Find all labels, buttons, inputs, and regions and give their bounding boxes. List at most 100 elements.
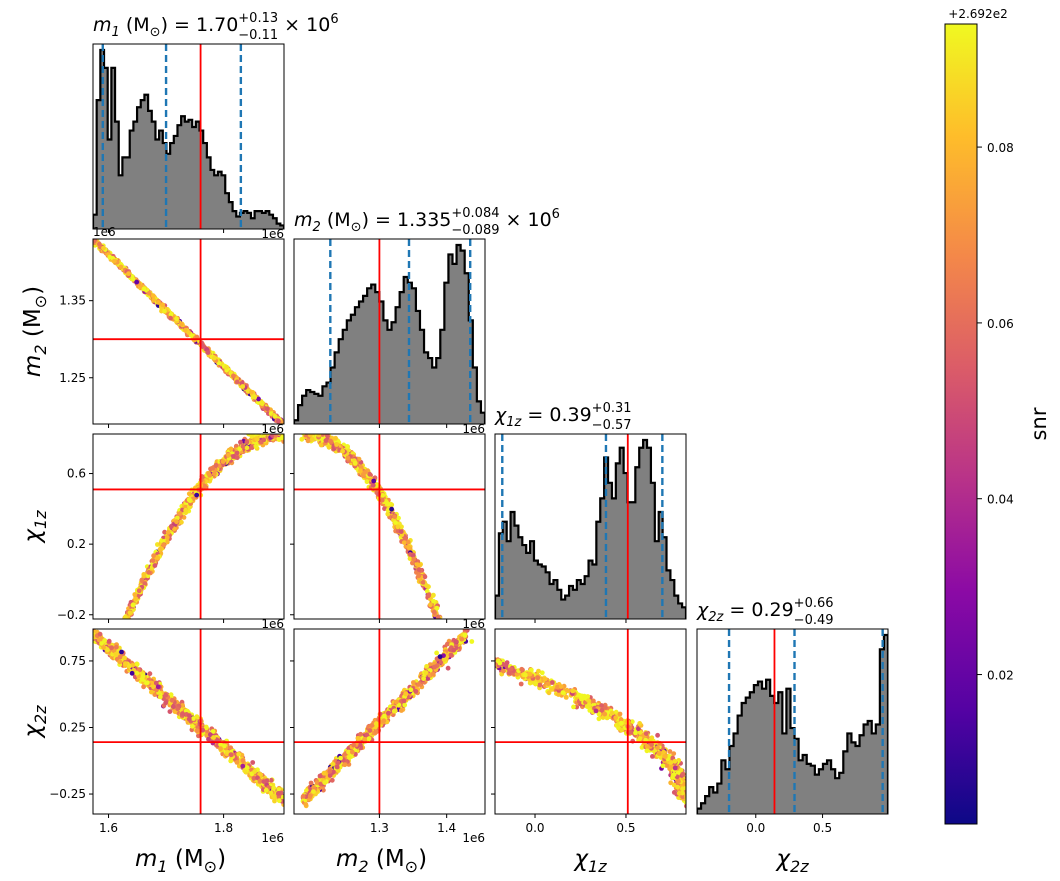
scatter-point (424, 588, 430, 594)
histogram-fill-m1 (93, 50, 284, 229)
scatter-point (123, 661, 128, 667)
histogram-fill-chi1z (495, 440, 686, 619)
scatter-point (99, 682, 104, 687)
scatter-point (462, 692, 467, 697)
scatter-point (418, 635, 423, 640)
scatter-point (101, 678, 106, 683)
scatter-point (104, 664, 109, 669)
ytick-label: 0.75 (59, 654, 86, 668)
scatter-point (103, 674, 108, 679)
scatter-point (103, 666, 108, 671)
scatter-point (311, 427, 316, 432)
scatter-point (149, 689, 154, 695)
scatter-point (104, 670, 109, 675)
scatter-point (251, 776, 257, 781)
scatter-point (124, 621, 129, 626)
scatter-point (451, 647, 457, 653)
scatter-point (431, 641, 436, 646)
scatter-point (323, 438, 329, 443)
scatter-point (252, 769, 258, 774)
scatter-point (328, 438, 333, 444)
scatter-point (228, 752, 234, 758)
scatter-point (686, 788, 691, 793)
scatter-point (364, 732, 370, 738)
scatter-point (460, 658, 465, 663)
scatter-point (156, 300, 161, 305)
scatter-point (445, 633, 450, 638)
ytick-label: 0.6 (67, 467, 86, 481)
scatter-point (346, 749, 351, 755)
scatter-point (97, 688, 102, 693)
scatter-point (469, 656, 474, 661)
scatter-point (261, 779, 267, 784)
scatter-point (168, 524, 174, 529)
scatter-point (333, 435, 338, 441)
scatter-point (439, 629, 444, 634)
scatter-point (194, 334, 200, 340)
scatter-point (102, 638, 107, 644)
scatter-point (451, 662, 456, 667)
scatter-point (438, 619, 443, 624)
scatter-point (414, 635, 419, 640)
scatter-point (457, 686, 462, 691)
scatter-point (317, 434, 320, 435)
scatter-point (469, 639, 475, 644)
scatter-point (358, 468, 363, 474)
scatter-point (480, 652, 485, 657)
scatter-point (99, 641, 104, 646)
scatter-point (460, 690, 465, 695)
x-offset-label: 1e6 (462, 617, 485, 631)
scatter-point (686, 792, 691, 797)
scatter-point (131, 602, 136, 607)
scatter-point (461, 693, 466, 698)
scatter-point (94, 693, 99, 698)
scatter-point (202, 483, 208, 489)
scatter-point (99, 681, 104, 686)
scatter-point (234, 379, 240, 385)
scatter-point (103, 669, 108, 674)
scatter-point (123, 622, 128, 627)
scatter-point (299, 436, 305, 442)
scatter-point (369, 723, 374, 728)
scatter-point (466, 707, 471, 712)
scatter-point (489, 658, 494, 663)
scatter-point (122, 624, 127, 629)
scatter-point (180, 703, 186, 708)
scatter-point (124, 623, 129, 628)
scatter-point (93, 694, 98, 699)
scatter-point (462, 699, 467, 704)
scatter-point (461, 691, 466, 696)
panel-frame (92, 433, 285, 620)
scatter-point (441, 637, 446, 642)
scatter-point (300, 794, 306, 799)
scatter-point (440, 632, 445, 637)
scatter-point (314, 780, 320, 786)
scatter-point (234, 455, 240, 461)
scatter-point (124, 618, 126, 619)
scatter-point (109, 645, 114, 651)
scatter-point (317, 429, 322, 434)
scatter-point (108, 664, 113, 669)
scatter-point (117, 635, 122, 640)
scatter-point (124, 623, 129, 628)
scatter-point (218, 746, 223, 752)
scatter-point (327, 773, 333, 778)
scatter-point (413, 689, 419, 694)
scatter-point (95, 696, 100, 701)
scatter-point (466, 710, 471, 715)
scatter-point (385, 511, 391, 517)
scatter-point (563, 695, 569, 700)
scatter-point (452, 668, 457, 673)
scatter-point (240, 443, 246, 449)
scatter-point (442, 638, 447, 643)
scatter-point (119, 628, 124, 633)
scatter-point (104, 665, 109, 670)
scatter-point (94, 699, 99, 704)
scatter-point (440, 638, 445, 643)
scatter-point (107, 665, 112, 670)
scatter-point (250, 760, 256, 765)
scatter-point (465, 697, 470, 702)
scatter-point (453, 676, 458, 681)
scatter-point (463, 652, 468, 657)
